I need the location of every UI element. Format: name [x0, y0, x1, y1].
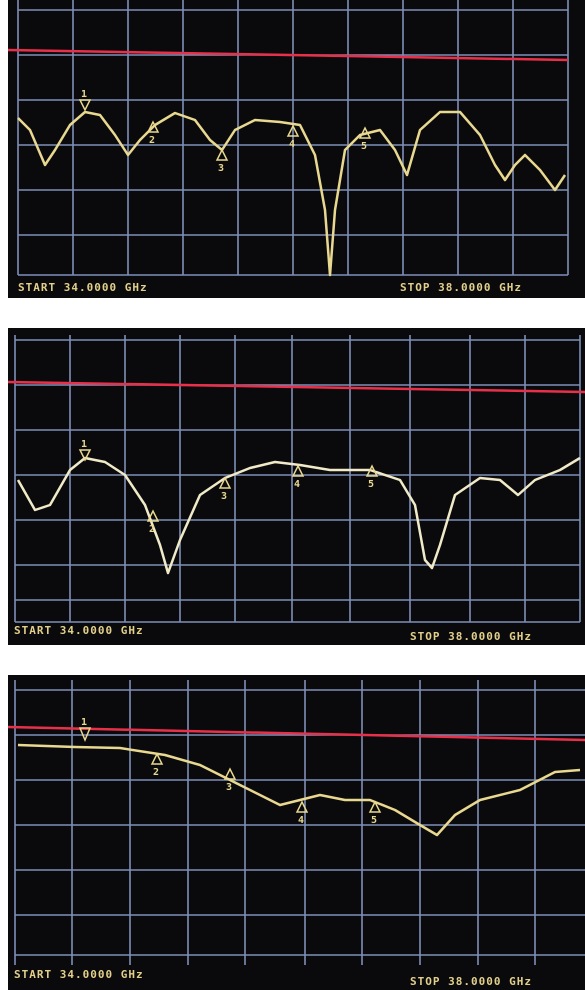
start-frequency: START 34.0000 GHz — [14, 968, 144, 981]
marker-label: 3 — [226, 782, 232, 793]
start-frequency: START 34.0000 GHz — [14, 624, 144, 637]
marker-label: 5 — [361, 141, 367, 152]
page: {"panels": [ {"start": "START 34.0000 GH… — [0, 0, 585, 990]
marker-label: 2 — [149, 524, 155, 535]
marker-label: 4 — [298, 815, 304, 826]
stop-frequency: STOP 38.0000 GHz — [400, 281, 522, 294]
marker-label: 3 — [218, 163, 224, 174]
marker-label: 1 — [81, 439, 87, 450]
analyzer-screen: 1 2 3 4 5 START 34.0000 GHz STOP 38.0000… — [8, 328, 585, 645]
marker-label: 5 — [368, 479, 374, 490]
marker-label: 2 — [153, 767, 159, 778]
marker-label: 1 — [81, 89, 87, 100]
marker-label: 2 — [149, 135, 155, 146]
analyzer-screen: 1 2 3 4 5 START 34.0000 GHz STOP 38.0000… — [8, 0, 585, 298]
stop-frequency: STOP 38.0000 GHz — [410, 630, 532, 643]
marker-label: 5 — [371, 815, 377, 826]
marker-label: 4 — [294, 479, 300, 490]
marker-label: 1 — [81, 717, 87, 728]
marker-label: 4 — [289, 139, 295, 150]
marker-label: 3 — [221, 491, 227, 502]
analyzer-screen: 1 2 3 4 5 START 34.0000 GHz STOP 38.0000… — [8, 675, 585, 990]
stop-frequency: STOP 38.0000 GHz — [410, 975, 532, 988]
start-frequency: START 34.0000 GHz — [18, 281, 148, 294]
screenshot: 1 2 3 4 5 START 34.0000 GHz STOP 38.0000… — [0, 0, 585, 990]
